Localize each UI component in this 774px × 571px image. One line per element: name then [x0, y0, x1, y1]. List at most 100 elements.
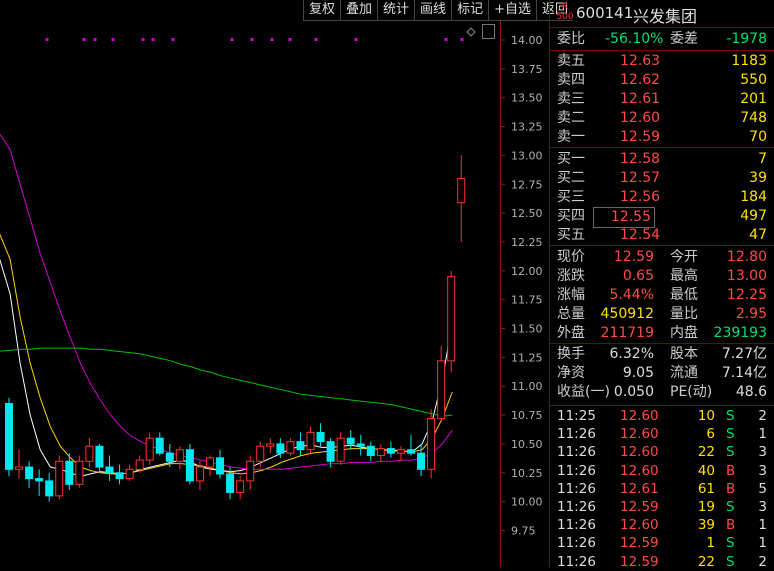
- bid-row[interactable]: 买一 12.58 7: [557, 151, 767, 167]
- candle-body: [336, 437, 345, 462]
- stat-row: 涨跌 0.65 最高 13.00: [557, 268, 767, 284]
- ask-row[interactable]: 卖三 12.61 201: [557, 91, 767, 107]
- price-tick-label: 10.50: [511, 438, 543, 451]
- candle-body: [5, 403, 13, 470]
- candle: [246, 455, 255, 491]
- wc-label: 委差: [670, 31, 698, 47]
- event-marker[interactable]: [82, 38, 86, 41]
- candle: [396, 446, 405, 462]
- candle-body: [437, 360, 446, 420]
- event-marker[interactable]: [151, 38, 155, 41]
- kline-chart[interactable]: 14.00 13.75 13.50 13.25 13.00 12.75 12.50 12.25…: [0, 0, 548, 567]
- event-marker[interactable]: [111, 38, 115, 41]
- candle-body: [276, 443, 285, 454]
- tick-row: 11:26 12.59 1 S 1: [557, 535, 767, 552]
- price-tick-label: 11.50: [511, 323, 543, 336]
- event-marker[interactable]: [460, 38, 464, 41]
- candle-body: [75, 460, 84, 485]
- candle: [85, 438, 94, 468]
- draw-line-button[interactable]: 画线: [414, 0, 452, 21]
- candle: [386, 441, 395, 458]
- restore-rights-button[interactable]: 复权: [303, 0, 341, 21]
- moving-average-lines: [0, 133, 453, 477]
- ask-row[interactable]: 卖一 12.59 70: [557, 129, 767, 145]
- candle: [175, 446, 184, 470]
- event-marker[interactable]: [93, 38, 97, 41]
- event-marker[interactable]: [354, 38, 358, 41]
- candle-body: [95, 445, 104, 468]
- candle: [226, 467, 235, 500]
- candle-body: [457, 177, 466, 204]
- candle-body: [25, 466, 34, 480]
- event-marker[interactable]: [171, 38, 175, 41]
- price-tick-label: 11.00: [511, 380, 543, 393]
- event-marker[interactable]: [270, 38, 274, 41]
- candle: [95, 443, 104, 473]
- candle: [417, 443, 426, 477]
- tick-row: 11:26 12.60 39 B 1: [557, 517, 767, 534]
- ask-row[interactable]: 卖五 12.63 1183: [557, 53, 767, 69]
- price-tick-label: 13.00: [511, 149, 543, 162]
- bid-row[interactable]: 买四 12.55 497: [550, 207, 774, 228]
- candle-body: [417, 452, 426, 470]
- event-marker[interactable]: [444, 38, 448, 41]
- order-ratio-row: 委比 -56.10% 委差 -1978: [550, 28, 774, 51]
- panel-toggle-box[interactable]: [482, 24, 495, 39]
- candle-body: [135, 459, 144, 470]
- tick-row: 11:25 12.60 10 S 2: [557, 408, 767, 424]
- candle-body: [15, 466, 24, 470]
- candle-body: [105, 466, 114, 474]
- candle: [206, 455, 214, 477]
- event-marker[interactable]: [45, 38, 49, 41]
- bid-row[interactable]: 买三 12.56 184: [557, 189, 767, 205]
- candle: [407, 434, 415, 456]
- add-watchlist-button[interactable]: +自选: [488, 0, 536, 21]
- event-marker[interactable]: [250, 38, 254, 41]
- candle: [336, 432, 345, 465]
- price-axis-labels: 14.00 13.75 13.50 13.25 13.00 12.75 12.50 12.25…: [511, 34, 543, 538]
- statistics-button[interactable]: 统计: [377, 0, 415, 21]
- price-tick-label: 12.75: [511, 178, 543, 191]
- tick-row: 11:26 12.59 22 S 2: [557, 553, 767, 570]
- diamond-marker-icon[interactable]: [466, 27, 476, 37]
- price-tick-label: 10.75: [511, 409, 543, 422]
- candle: [376, 443, 385, 462]
- candle: [155, 432, 164, 456]
- candle-body: [45, 480, 54, 497]
- ask-book: 卖五 12.63 1183 卖四 12.62 550 卖三 12.61 201 卖二 12.6…: [550, 51, 774, 148]
- candle: [145, 432, 154, 465]
- fund-row: 收益(一) 0.050 PE(动) 48.6: [557, 384, 767, 400]
- fund-row: 换手 6.32% 股本 7.27亿: [557, 346, 767, 362]
- event-marker[interactable]: [230, 38, 234, 41]
- price-tick-label: 13.75: [511, 63, 543, 76]
- tick-row: 11:26 12.61 61 B 5: [557, 480, 767, 497]
- mark-button[interactable]: 标记: [451, 0, 489, 21]
- candle-body: [306, 431, 315, 451]
- stat-row: 外盘 211719 内盘 239193: [557, 325, 767, 341]
- stat-row: 现价 12.59 今开 12.80: [557, 249, 767, 265]
- candle: [346, 430, 355, 450]
- candle: [427, 409, 436, 479]
- candle: [326, 438, 335, 468]
- event-marker[interactable]: [288, 38, 292, 41]
- candle-body: [407, 449, 415, 454]
- candle: [195, 461, 204, 491]
- wc-value: -1978: [726, 31, 767, 47]
- ask-row[interactable]: 卖二 12.60 748: [557, 110, 767, 126]
- price-tick-label: 10.00: [511, 496, 543, 509]
- ask-row[interactable]: 卖四 12.62 550: [557, 72, 767, 88]
- bid-book: 买一 12.58 7 买二 12.57 39 买三 12.56 184 买四 12.55 497…: [550, 148, 774, 246]
- event-marker[interactable]: [314, 38, 318, 41]
- event-marker[interactable]: [141, 38, 145, 41]
- candle: [306, 426, 315, 454]
- tick-row: 11:26 12.60 40 B 3: [557, 462, 767, 479]
- candle-body: [115, 472, 124, 480]
- ma-line: [0, 133, 453, 470]
- ma-line: [0, 347, 453, 417]
- margin-badge: R 500: [556, 2, 574, 22]
- bid-row[interactable]: 买二 12.57 39: [557, 170, 767, 186]
- bid-row[interactable]: 买五 12.54 47: [557, 227, 767, 243]
- overlay-button[interactable]: 叠加: [340, 0, 378, 21]
- candle: [125, 464, 134, 481]
- back-button[interactable]: 返回: [535, 0, 573, 21]
